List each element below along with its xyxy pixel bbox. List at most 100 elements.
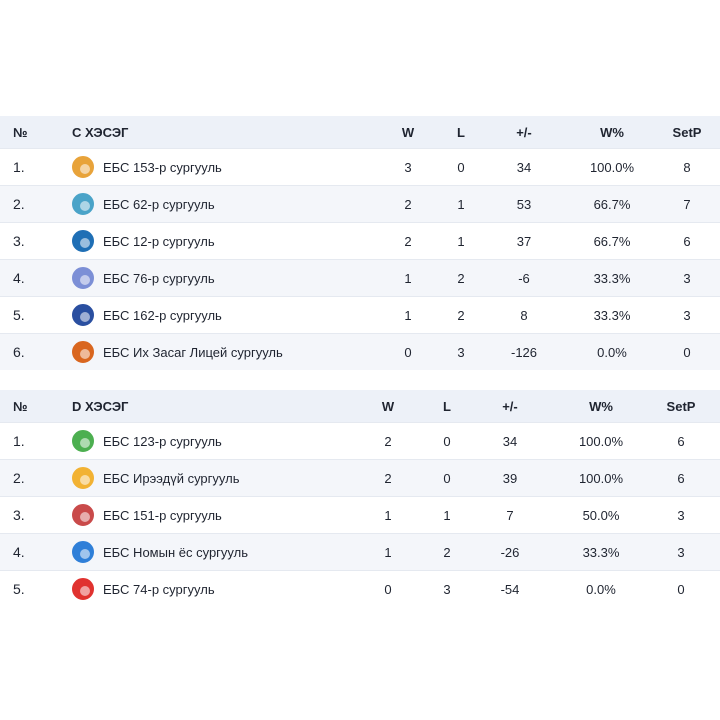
win-pct-column-header[interactable]: W% <box>570 116 654 149</box>
team-cell[interactable]: ЕБС Их Засаг Лицей сургууль <box>72 333 372 370</box>
school-62-logo-icon <box>72 193 94 215</box>
losses-column-header[interactable]: L <box>444 116 478 149</box>
school-74-logo-icon <box>72 578 94 600</box>
team-cell[interactable]: ЕБС 76-р сургууль <box>72 259 372 297</box>
set-points-cell: 8 <box>654 148 720 186</box>
point-diff-column-header[interactable]: +/- <box>460 390 560 423</box>
table-row[interactable]: 5. ЕБС 162-р сургууль 1 2 8 33.3% 3 <box>0 296 720 334</box>
team-name[interactable]: ЕБС 62-р сургууль <box>103 196 215 212</box>
table-row[interactable]: 2. ЕБС Ирээдүй сургууль 2 0 39 100.0% 6 <box>0 459 720 497</box>
losses-cell: 2 <box>444 259 478 297</box>
win-pct-cell: 66.7% <box>570 222 654 260</box>
team-name[interactable]: ЕБС 153-р сургууль <box>103 159 222 175</box>
school-151-logo-icon <box>72 504 94 526</box>
team-name[interactable]: ЕБС 123-р сургууль <box>103 433 222 449</box>
set-points-cell: 0 <box>642 570 720 607</box>
table-header-row: № C ХЭСЭГ W L +/- W% SetP <box>0 116 720 149</box>
table-row[interactable]: 5. ЕБС 74-р сургууль 0 3 -54 0.0% 0 <box>0 570 720 607</box>
wins-cell: 1 <box>372 296 444 334</box>
table-row[interactable]: 4. ЕБС 76-р сургууль 1 2 -6 33.3% 3 <box>0 259 720 297</box>
ikh-zasag-lyceum-logo-icon <box>72 341 94 363</box>
set-points-cell: 7 <box>654 185 720 223</box>
team-cell[interactable]: ЕБС 153-р сургууль <box>72 148 372 186</box>
team-cell[interactable]: ЕБС 123-р сургууль <box>72 422 342 460</box>
team-name[interactable]: ЕБС 162-р сургууль <box>103 307 222 323</box>
point-diff-cell: -126 <box>478 333 570 370</box>
point-diff-cell: 7 <box>460 496 560 534</box>
wins-cell: 0 <box>342 570 434 607</box>
rank-cell: 4. <box>0 533 72 571</box>
team-name[interactable]: ЕБС 12-р сургууль <box>103 233 215 249</box>
wins-cell: 3 <box>372 148 444 186</box>
point-diff-cell: -26 <box>460 533 560 571</box>
win-pct-column-header[interactable]: W% <box>560 390 642 423</box>
table-row[interactable]: 4. ЕБС Номын ёс сургууль 1 2 -26 33.3% 3 <box>0 533 720 571</box>
win-pct-cell: 0.0% <box>570 333 654 370</box>
team-cell[interactable]: ЕБС 12-р сургууль <box>72 222 372 260</box>
team-cell[interactable]: ЕБС 162-р сургууль <box>72 296 372 334</box>
nomyn-yos-school-logo-icon <box>72 541 94 563</box>
losses-cell: 0 <box>444 148 478 186</box>
win-pct-cell: 100.0% <box>560 422 642 460</box>
table-row[interactable]: 2. ЕБС 62-р сургууль 2 1 53 66.7% 7 <box>0 185 720 223</box>
table-row[interactable]: 1. ЕБС 123-р сургууль 2 0 34 100.0% 6 <box>0 422 720 460</box>
wins-cell: 1 <box>342 496 434 534</box>
rank-column-header: № <box>0 390 72 423</box>
rank-cell: 2. <box>0 459 72 497</box>
win-pct-cell: 100.0% <box>560 459 642 497</box>
rank-cell: 6. <box>0 333 72 370</box>
team-name[interactable]: ЕБС 151-р сургууль <box>103 507 222 523</box>
wins-column-header[interactable]: W <box>372 116 444 149</box>
school-162-logo-icon <box>72 304 94 326</box>
set-points-cell: 3 <box>654 259 720 297</box>
wins-cell: 2 <box>372 185 444 223</box>
table-row[interactable]: 3. ЕБС 12-р сургууль 2 1 37 66.7% 6 <box>0 222 720 260</box>
team-cell[interactable]: ЕБС 62-р сургууль <box>72 185 372 223</box>
team-name[interactable]: ЕБС Ирээдүй сургууль <box>103 470 240 486</box>
point-diff-column-header[interactable]: +/- <box>478 116 570 149</box>
losses-column-header[interactable]: L <box>434 390 460 423</box>
wins-column-header[interactable]: W <box>342 390 434 423</box>
wins-cell: 0 <box>372 333 444 370</box>
wins-cell: 2 <box>372 222 444 260</box>
rank-cell: 1. <box>0 148 72 186</box>
ireedui-school-logo-icon <box>72 467 94 489</box>
win-pct-cell: 100.0% <box>570 148 654 186</box>
team-cell[interactable]: ЕБС 151-р сургууль <box>72 496 342 534</box>
school-123-logo-icon <box>72 430 94 452</box>
team-name[interactable]: ЕБС 76-р сургууль <box>103 270 215 286</box>
team-name[interactable]: ЕБС Их Засаг Лицей сургууль <box>103 344 283 360</box>
set-points-column-header[interactable]: SetP <box>642 390 720 423</box>
set-points-column-header[interactable]: SetP <box>654 116 720 149</box>
rank-cell: 1. <box>0 422 72 460</box>
losses-cell: 1 <box>444 222 478 260</box>
rank-cell: 3. <box>0 496 72 534</box>
losses-cell: 3 <box>434 570 460 607</box>
team-cell[interactable]: ЕБС Ирээдүй сургууль <box>72 459 342 497</box>
set-points-cell: 6 <box>654 222 720 260</box>
point-diff-cell: 53 <box>478 185 570 223</box>
group-d-title: D ХЭСЭГ <box>72 390 342 423</box>
win-pct-cell: 66.7% <box>570 185 654 223</box>
win-pct-cell: 33.3% <box>560 533 642 571</box>
rank-column-header: № <box>0 116 72 149</box>
table-row[interactable]: 6. ЕБС Их Засаг Лицей сургууль 0 3 -126 0.0% 0 <box>0 333 720 370</box>
wins-cell: 1 <box>342 533 434 571</box>
win-pct-cell: 0.0% <box>560 570 642 607</box>
set-points-cell: 3 <box>654 296 720 334</box>
team-cell[interactable]: ЕБС 74-р сургууль <box>72 570 342 607</box>
table-row[interactable]: 3. ЕБС 151-р сургууль 1 1 7 50.0% 3 <box>0 496 720 534</box>
group-d-standings-table: № D ХЭСЭГ W L +/- W% SetP 1. ЕБС 123-р су… <box>0 390 720 607</box>
win-pct-cell: 33.3% <box>570 296 654 334</box>
group-c-standings-table: № C ХЭСЭГ W L +/- W% SetP 1. ЕБС 153-р су… <box>0 116 720 370</box>
team-name[interactable]: ЕБС 74-р сургууль <box>103 581 215 597</box>
point-diff-cell: 34 <box>460 422 560 460</box>
wins-cell: 2 <box>342 422 434 460</box>
school-153-logo-icon <box>72 156 94 178</box>
rank-cell: 4. <box>0 259 72 297</box>
table-row[interactable]: 1. ЕБС 153-р сургууль 3 0 34 100.0% 8 <box>0 148 720 186</box>
rank-cell: 2. <box>0 185 72 223</box>
point-diff-cell: -6 <box>478 259 570 297</box>
team-name[interactable]: ЕБС Номын ёс сургууль <box>103 544 248 560</box>
team-cell[interactable]: ЕБС Номын ёс сургууль <box>72 533 342 571</box>
